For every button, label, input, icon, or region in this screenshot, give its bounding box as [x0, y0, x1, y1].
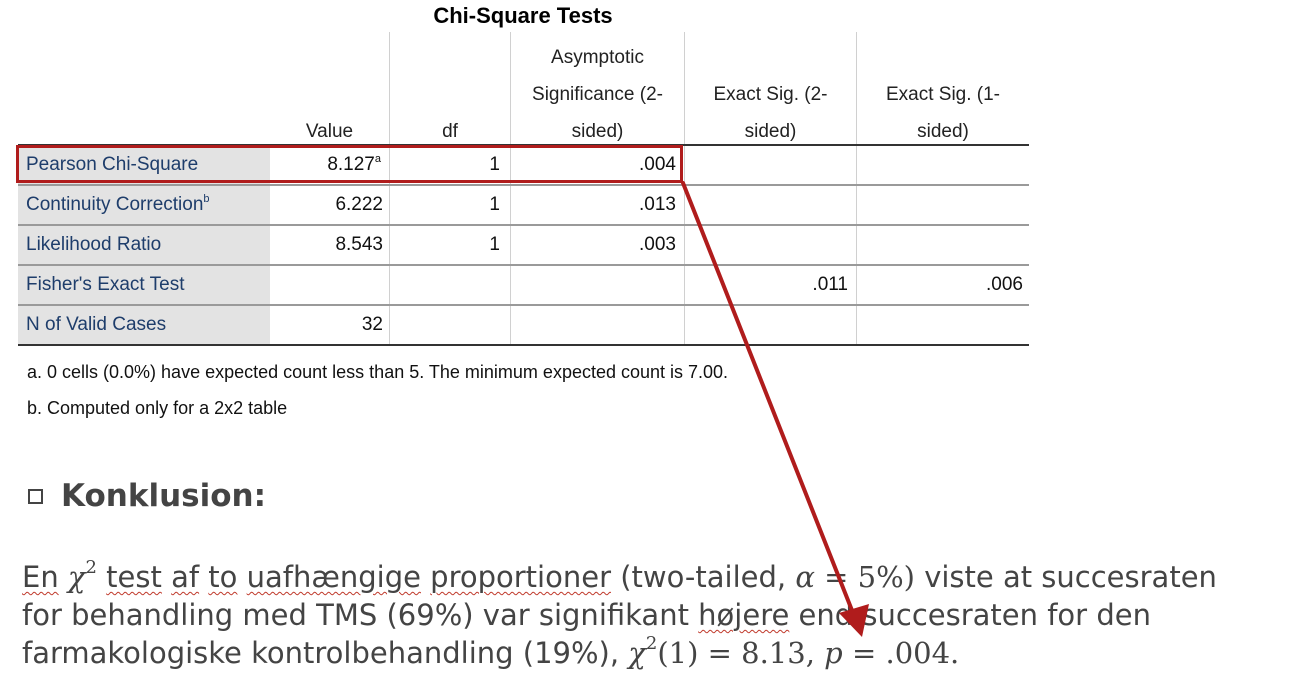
cell-pearson-df: 1 — [489, 154, 500, 175]
conclusion-line-1: En χ2 test af to uafhængige proportioner… — [22, 557, 1217, 595]
cell-continuity-asymp: .013 — [639, 194, 676, 215]
cell-likelihood-value: 8.543 — [335, 234, 383, 255]
row-rule — [18, 264, 1029, 266]
cell-fisher-exact1: .006 — [986, 274, 1023, 295]
chi-square-output: Chi-Square Tests Value df Asymptotic Sig… — [16, 3, 1029, 418]
cell-pearson-asymp: .004 — [639, 154, 676, 175]
row-rule — [18, 304, 1029, 306]
row-rule — [18, 184, 1029, 186]
conclusion-heading: Konklusion: — [22, 478, 266, 514]
column-divider — [389, 32, 390, 344]
header-exact2-line2: sided) — [744, 121, 797, 142]
header-exact1-line2: sided) — [917, 121, 969, 142]
row-label-continuity: Continuity Correctionb — [18, 186, 270, 224]
conclusion-heading-text: Konklusion: — [61, 478, 266, 514]
cell-continuity-value: 6.222 — [335, 194, 383, 215]
header-df: df — [442, 121, 458, 142]
header-asymp-line2: Significance (2- — [532, 84, 663, 105]
checkbox-bullet-icon — [28, 488, 43, 504]
cell-n-valid-value: 32 — [361, 314, 383, 335]
table-bottom-rule — [18, 344, 1029, 346]
header-exact2-line1: Exact Sig. (2- — [713, 84, 828, 105]
header-exact1-line1: Exact Sig. (1- — [885, 84, 1001, 105]
row-rule — [18, 224, 1029, 226]
conclusion-line-3: farmakologiske kontrolbehandling (19%), … — [22, 633, 960, 671]
row-label-n-valid: N of Valid Cases — [18, 306, 270, 344]
conclusion-line-2: for behandling med TMS (69%) var signifi… — [22, 598, 1151, 632]
cell-continuity-df: 1 — [489, 194, 500, 215]
conclusion-paragraph: En χ2 test af to uafhængige proportioner… — [22, 558, 1310, 672]
cell-likelihood-asymp: .003 — [639, 234, 676, 255]
cell-fisher-exact2: .011 — [812, 274, 848, 295]
header-asymp-line1: Asymptotic — [551, 47, 644, 68]
row-label-likelihood: Likelihood Ratio — [18, 226, 270, 264]
column-divider — [510, 32, 511, 344]
row-label-fisher: Fisher's Exact Test — [18, 266, 270, 304]
cell-pearson-value: 8.127a — [327, 153, 381, 176]
footnote-b: b. Computed only for a 2x2 table — [27, 398, 288, 418]
row-label-pearson: Pearson Chi-Square — [18, 146, 270, 184]
table-title: Chi-Square Tests — [433, 3, 613, 28]
header-value: Value — [305, 121, 354, 142]
cell-likelihood-df: 1 — [489, 234, 500, 255]
footnote-a: a. 0 cells (0.0%) have expected count le… — [27, 362, 729, 382]
pearson-highlight-box — [16, 145, 683, 183]
header-asymp-line3: sided) — [571, 121, 624, 142]
